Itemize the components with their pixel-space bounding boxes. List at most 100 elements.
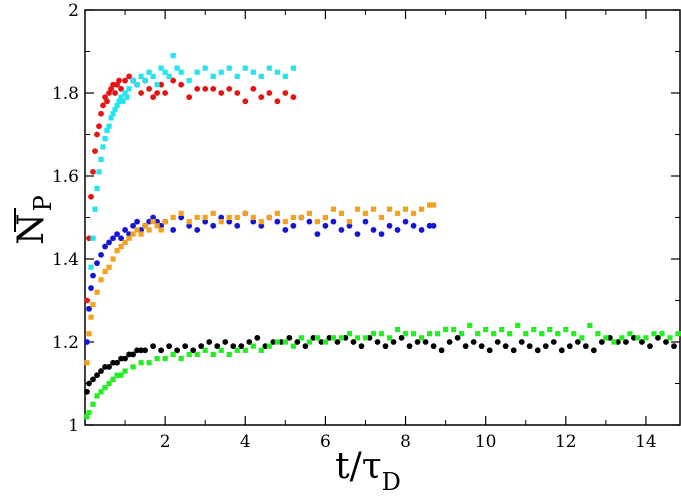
point-cyan: [94, 185, 100, 192]
point-green: [611, 339, 617, 345]
point-green: [114, 372, 120, 378]
point-cyan: [242, 65, 248, 71]
point-red: [104, 98, 110, 105]
point-orange: [154, 223, 160, 229]
point-blue: [170, 227, 177, 233]
point-orange: [298, 214, 304, 221]
point-green: [675, 331, 681, 337]
point-black: [671, 343, 677, 350]
point-orange: [130, 231, 136, 237]
point-black: [574, 339, 581, 345]
x-axis-title: t/τD: [335, 446, 401, 496]
point-blue: [290, 222, 297, 229]
point-cyan: [174, 65, 180, 71]
point-black: [486, 347, 493, 354]
point-red: [90, 168, 96, 175]
point-orange: [118, 243, 124, 250]
point-black: [582, 343, 589, 350]
point-cyan: [258, 73, 264, 79]
point-cyan: [218, 69, 224, 75]
point-blue: [394, 227, 401, 233]
point-blue: [94, 260, 100, 267]
point-green: [547, 326, 553, 333]
series-orange: [84, 202, 437, 366]
point-green: [170, 351, 176, 358]
point-black: [122, 355, 128, 362]
x-axis-title-sub: D: [382, 468, 401, 496]
point-blue: [98, 251, 104, 258]
point-green: [434, 331, 441, 337]
y-tick-label: 1.2: [52, 333, 79, 353]
point-black: [462, 343, 469, 350]
point-green: [86, 409, 92, 416]
point-black: [550, 339, 557, 345]
point-red: [98, 110, 104, 117]
point-blue: [194, 227, 201, 233]
point-orange: [114, 248, 120, 254]
point-red: [186, 94, 193, 101]
point-cyan: [104, 127, 110, 133]
point-black: [639, 339, 645, 345]
point-orange: [202, 214, 208, 221]
point-green: [330, 335, 337, 341]
point-cyan: [122, 90, 128, 96]
point-green: [102, 385, 108, 391]
point-black: [246, 339, 253, 345]
point-cyan: [108, 115, 114, 121]
point-black: [214, 343, 221, 350]
point-red: [110, 81, 116, 88]
point-black: [174, 347, 181, 354]
point-cyan: [178, 69, 184, 75]
point-green: [250, 343, 256, 349]
point-red: [218, 90, 225, 96]
point-blue: [226, 218, 233, 225]
point-black: [430, 343, 437, 350]
point-black: [130, 351, 136, 358]
point-black: [542, 343, 549, 350]
point-orange: [418, 206, 425, 212]
point-blue: [234, 222, 241, 229]
point-cyan: [138, 73, 144, 79]
point-blue: [106, 239, 112, 246]
point-red: [96, 123, 102, 130]
point-blue: [134, 218, 140, 225]
point-orange: [158, 227, 164, 233]
point-orange: [186, 219, 192, 225]
point-blue: [354, 231, 361, 238]
point-orange: [106, 264, 112, 270]
point-blue: [130, 222, 136, 229]
point-red: [150, 94, 157, 101]
point-orange: [110, 256, 116, 262]
point-cyan: [124, 94, 130, 100]
point-red: [100, 102, 106, 109]
point-green: [386, 335, 393, 341]
x-tick-label: 4: [240, 432, 251, 452]
point-orange: [126, 235, 132, 241]
point-blue: [370, 227, 377, 233]
point-black: [422, 339, 429, 345]
point-orange: [354, 206, 361, 212]
point-cyan: [90, 235, 96, 241]
point-red: [146, 85, 153, 92]
point-orange: [362, 210, 369, 216]
point-black: [90, 376, 96, 383]
point-cyan: [166, 73, 172, 79]
point-blue: [178, 214, 185, 221]
point-blue: [114, 231, 120, 238]
point-cyan: [162, 69, 168, 75]
point-black: [478, 343, 485, 350]
point-green: [659, 331, 665, 337]
point-green: [459, 331, 465, 337]
point-green: [266, 343, 272, 349]
point-green: [523, 331, 529, 337]
point-orange: [274, 210, 280, 216]
point-green: [306, 339, 312, 345]
point-green: [162, 356, 168, 362]
point-red: [88, 193, 94, 200]
point-blue: [258, 222, 265, 229]
point-green: [354, 335, 361, 341]
point-blue: [346, 222, 353, 229]
point-cyan: [118, 94, 124, 100]
point-orange: [242, 210, 248, 216]
point-blue: [322, 222, 329, 229]
